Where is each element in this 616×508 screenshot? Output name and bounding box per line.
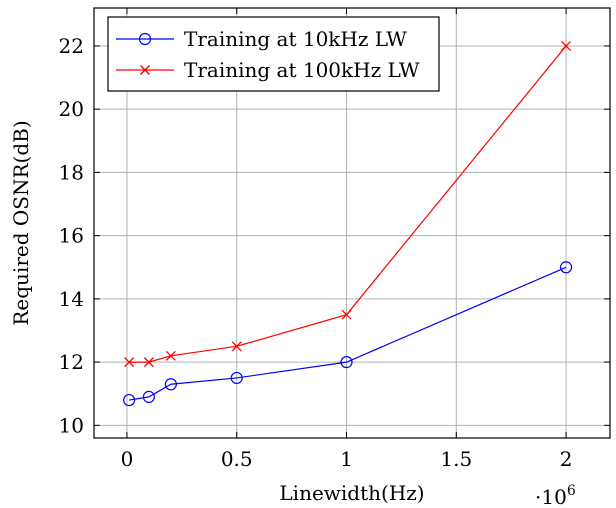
cross-stroke xyxy=(124,357,135,368)
series-2-point xyxy=(124,357,135,368)
series-2-point xyxy=(165,350,176,361)
series-1-point xyxy=(123,393,136,407)
x-tick-label: 1 xyxy=(340,447,353,471)
legend: Training at 10kHz LW Training at 100kHz L… xyxy=(107,16,440,92)
y-tick-label: 12 xyxy=(59,350,84,374)
y-tick-label: 14 xyxy=(59,287,84,311)
series-1-point xyxy=(340,356,353,369)
series-2-point xyxy=(341,309,352,320)
series-2-point xyxy=(561,40,572,51)
x-tick-label: 2 xyxy=(560,447,573,471)
cross-stroke xyxy=(165,350,176,361)
x-scale-base: ·10 xyxy=(535,485,567,508)
cross-stroke xyxy=(341,309,352,320)
legend-marker-1 xyxy=(138,32,152,46)
y-axis-label: Required OSNR(dB) xyxy=(9,120,33,325)
series-2-line xyxy=(129,45,567,363)
cross-stroke xyxy=(561,40,572,51)
cross-stroke xyxy=(231,341,242,352)
ticks: 0 0.5 1 1.5 2 10 12 14 16 18 20 22 xyxy=(59,8,610,471)
series-1-point xyxy=(230,371,243,385)
x-scale-multiplier: ·106 xyxy=(535,483,576,508)
x-axis-label: Linewidth(Hz) xyxy=(279,481,424,505)
cross-stroke xyxy=(140,65,150,75)
legend-box xyxy=(107,16,440,92)
legend-label-1: Training at 10kHz LW xyxy=(184,27,407,51)
x-tick-label: 0.5 xyxy=(221,447,253,471)
y-tick-label: 16 xyxy=(59,224,84,248)
series-1-point xyxy=(164,378,177,391)
x-scale-exponent: 6 xyxy=(567,483,576,499)
legend-marker-2 xyxy=(140,65,150,75)
y-tick-label: 20 xyxy=(59,97,84,121)
series-2-point xyxy=(231,341,242,352)
y-tick-label: 18 xyxy=(59,160,84,184)
x-tick-label: 1.5 xyxy=(440,447,472,471)
series-1-point xyxy=(142,390,155,403)
x-tick-label: 0 xyxy=(121,447,134,471)
plot-frame xyxy=(93,7,611,439)
y-tick-label: 10 xyxy=(59,413,84,437)
series-1-line xyxy=(129,266,567,401)
legend-label-2: Training at 100kHz LW xyxy=(184,58,420,82)
cross-stroke xyxy=(143,357,154,368)
y-tick-label: 22 xyxy=(59,34,84,58)
series-2-point xyxy=(143,357,154,368)
series-1-point xyxy=(559,261,573,274)
series-layer xyxy=(123,40,573,407)
